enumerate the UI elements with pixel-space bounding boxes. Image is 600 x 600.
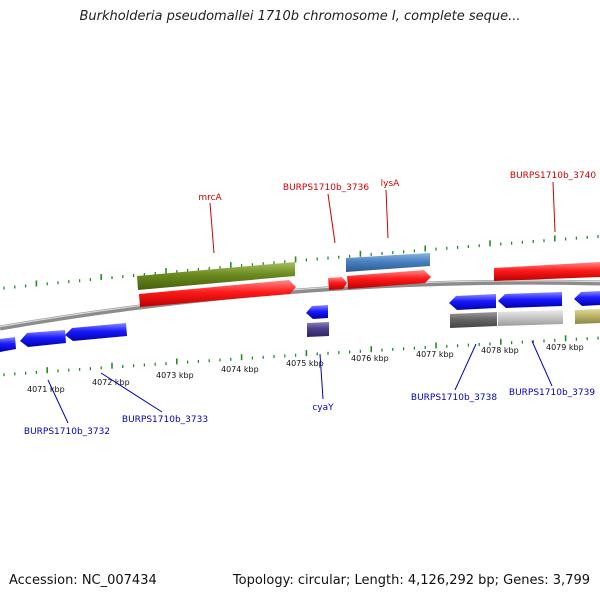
- gene-cyaY-cds[interactable]: [307, 322, 329, 337]
- gene-BURPS1710b_3732-arrow[interactable]: [20, 330, 66, 347]
- chromosome-backbone: [0, 279, 600, 331]
- leader-BURPS1710b_3738: [454, 343, 477, 391]
- leader-BURPS1710b_3736: [327, 193, 336, 244]
- gene-left-partial-arrow[interactable]: [0, 337, 16, 352]
- tick-label-4074: 4074 kbp: [221, 365, 259, 374]
- gene-right-partial-cds[interactable]: [575, 309, 600, 324]
- label-BURPS1710b_3736[interactable]: BURPS1710b_3736: [283, 183, 369, 193]
- label-cyaY[interactable]: cyaY: [312, 403, 334, 413]
- forward-gene-track: [139, 262, 600, 307]
- tick-label-4079: 4079 kbp: [546, 343, 584, 352]
- leader-BURPS1710b_3732: [47, 379, 69, 424]
- gene-BURPS1710b_3733-arrow[interactable]: [65, 323, 127, 341]
- outer-cds-track: [137, 253, 430, 290]
- tick-label-4077: 4077 kbp: [416, 350, 454, 359]
- label-lysA[interactable]: lysA: [381, 179, 401, 189]
- gene-mrcA-cds[interactable]: [137, 262, 295, 290]
- gene-cyaY-arrow[interactable]: [306, 305, 328, 319]
- gene-lysA-arrow[interactable]: [347, 270, 431, 289]
- label-BURPS1710b_3739[interactable]: BURPS1710b_3739: [509, 388, 595, 398]
- tick-label-4075: 4075 kbp: [286, 359, 324, 368]
- leader-lysA: [385, 189, 389, 239]
- leader-mrcA: [209, 202, 215, 254]
- gene-BURPS1710b_3739-cds[interactable]: [498, 310, 563, 326]
- inner-tick-ring: [3, 335, 599, 377]
- gene-BURPS1710b_3738-arrow[interactable]: [449, 294, 496, 310]
- label-BURPS1710b_3733[interactable]: BURPS1710b_3733: [122, 415, 208, 425]
- outer-tick-ring: [3, 235, 599, 290]
- gene-mrcA-arrow[interactable]: [139, 280, 296, 307]
- label-BURPS1710b_3740[interactable]: BURPS1710b_3740: [510, 171, 596, 181]
- map-title: Burkholderia pseudomallei 1710b chromoso…: [79, 9, 521, 24]
- leader-cyaY: [319, 353, 324, 400]
- leader-BURPS1710b_3733: [100, 372, 163, 413]
- leader-BURPS1710b_3740: [552, 181, 556, 233]
- label-mrcA[interactable]: mrcA: [198, 193, 222, 203]
- gene-right-partial-arrow[interactable]: [574, 291, 600, 306]
- gene-BURPS1710b_3740-arrow[interactable]: [494, 262, 600, 281]
- tick-label-4078: 4078 kbp: [481, 346, 519, 355]
- scale-labels: 4071 kbp 4072 kbp 4073 kbp 4074 kbp 4075…: [27, 343, 584, 394]
- leader-BURPS1710b_3739: [531, 340, 553, 387]
- label-leaders: [47, 181, 556, 424]
- tick-label-4073: 4073 kbp: [156, 371, 194, 380]
- genome-summary-text: Topology: circular; Length: 4,126,292 bp…: [232, 573, 590, 588]
- tick-label-4076: 4076 kbp: [351, 354, 389, 363]
- gene-BURPS1710b_3738-cds[interactable]: [450, 312, 497, 328]
- accession-text: Accession: NC_007434: [9, 573, 157, 588]
- label-BURPS1710b_3732[interactable]: BURPS1710b_3732: [24, 427, 110, 437]
- label-BURPS1710b_3738[interactable]: BURPS1710b_3738: [411, 393, 497, 403]
- gene-BURPS1710b_3736-arrow[interactable]: [328, 277, 347, 290]
- gene-lysA-cds[interactable]: [346, 253, 430, 272]
- gene-BURPS1710b_3739-arrow[interactable]: [498, 292, 562, 308]
- tick-label-4071: 4071 kbp: [27, 385, 65, 394]
- inner-cds-track: [307, 309, 600, 337]
- tick-label-4072: 4072 kbp: [92, 378, 130, 387]
- reverse-gene-track: [0, 291, 600, 352]
- chromosome-backbone-highlight: [0, 280, 600, 328]
- gene-labels: mrcA BURPS1710b_3736 lysA BURPS1710b_374…: [24, 171, 596, 437]
